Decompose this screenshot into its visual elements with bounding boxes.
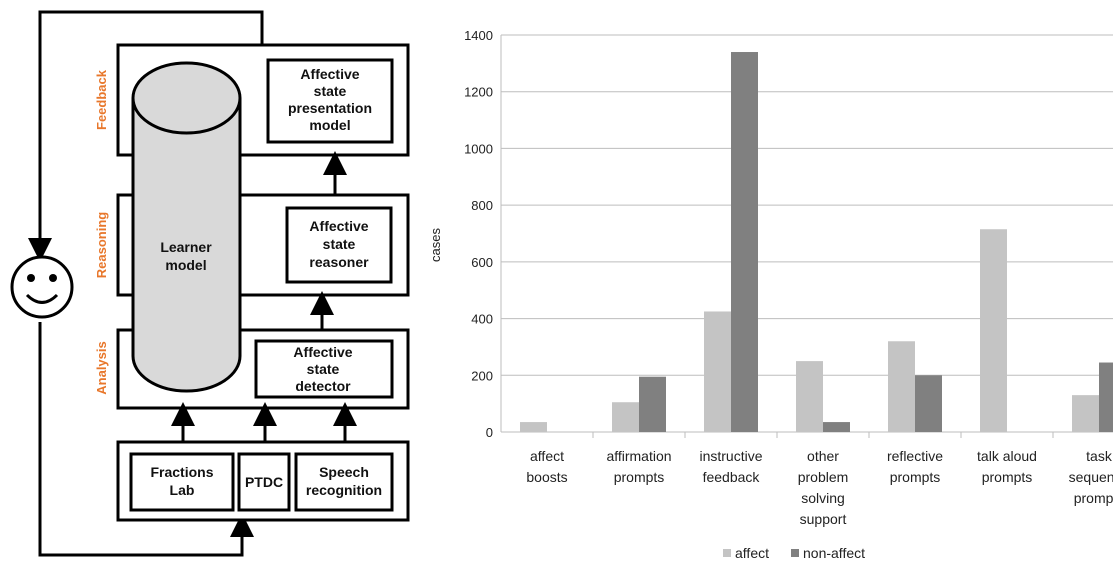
presentation-model-label-1: Affective — [300, 66, 359, 82]
detector-label-1: Affective — [293, 344, 352, 360]
x-category-label: problem — [798, 469, 849, 485]
y-tick-label: 0 — [486, 425, 493, 440]
legend-label-non-affect: non-affect — [803, 545, 865, 561]
x-category-label: prompts — [982, 469, 1033, 485]
speech-label-2: recognition — [306, 482, 382, 498]
x-category-label: instructive — [699, 448, 762, 464]
y-tick-label: 400 — [471, 312, 493, 327]
x-category-label: boosts — [526, 469, 567, 485]
bar-affect — [888, 341, 915, 432]
presentation-model-box — [266, 58, 394, 144]
chart-legend: affect non-affect — [723, 545, 865, 561]
bar-non-affect — [823, 422, 850, 432]
presentation-model-label-2: state — [314, 83, 347, 99]
bar-affect — [1072, 395, 1099, 432]
y-tick-label: 1200 — [464, 85, 493, 100]
bar-non-affect — [915, 375, 942, 432]
ptdc-label: PTDC — [245, 474, 283, 490]
analysis-layer-label: Analysis — [94, 341, 109, 394]
detector-label-3: detector — [295, 378, 351, 394]
y-tick-label: 600 — [471, 255, 493, 270]
x-category-label: talk aloud — [977, 448, 1037, 464]
x-category-label: affect — [530, 448, 564, 464]
bar-affect — [704, 311, 731, 432]
detector-label-2: state — [307, 361, 340, 377]
chart-bars — [520, 52, 1113, 433]
y-axis-label: cases — [428, 228, 443, 262]
y-tick-label: 800 — [471, 198, 493, 213]
feedback-layer-label: Feedback — [94, 69, 109, 130]
architecture-diagram: Feedback Reasoning Analysis Learner mode… — [10, 10, 410, 557]
y-tick-labels: 0 200 400 600 800 1000 1200 1400 — [464, 28, 493, 440]
ptdc-box — [237, 452, 291, 512]
speech-recognition-box — [294, 452, 394, 512]
reasoner-box — [285, 206, 393, 284]
reasoning-layer-label: Reasoning — [94, 212, 109, 279]
bar-chart: 0 200 400 600 800 1000 1200 1400 cases affect bo… — [428, 28, 1113, 561]
y-tick-label: 200 — [471, 368, 493, 383]
learner-model-label: Learner — [160, 239, 212, 255]
presentation-model-label-3: presentation — [288, 100, 372, 116]
x-category-label: reflective — [887, 448, 943, 464]
fractions-lab-box — [129, 452, 235, 512]
legend-label-affect: affect — [735, 545, 769, 561]
legend-swatch-non-affect — [791, 549, 799, 557]
fractions-lab-label-2: Lab — [170, 482, 195, 498]
presentation-model-label-4: model — [309, 117, 350, 133]
reasoner-label-3: reasoner — [309, 254, 369, 270]
x-category-label: other — [807, 448, 839, 464]
x-category-label: prompts — [1074, 490, 1113, 506]
bar-non-affect — [1099, 362, 1113, 432]
chart-grid — [500, 34, 1113, 438]
bar-affect — [980, 229, 1007, 432]
x-category-label: prompts — [614, 469, 665, 485]
learner-model-label-2: model — [165, 257, 206, 273]
fractions-lab-label-1: Fractions — [150, 464, 213, 480]
smiley-icon — [10, 255, 74, 319]
y-tick-label: 1400 — [464, 28, 493, 43]
x-category-labels: affect boosts affirmation prompts instructiv… — [526, 448, 1113, 527]
bar-non-affect — [731, 52, 758, 433]
bar-affect — [612, 402, 639, 432]
x-category-label: prompts — [890, 469, 941, 485]
feedback-loop-line — [28, 10, 264, 262]
x-category-label: feedback — [703, 469, 761, 485]
bar-affect — [520, 422, 547, 432]
legend-swatch-affect — [723, 549, 731, 557]
input-loop-line — [38, 322, 254, 557]
reasoner-label-1: Affective — [309, 218, 368, 234]
x-category-label: affirmation — [606, 448, 671, 464]
bar-non-affect — [639, 376, 666, 432]
bar-affect — [796, 361, 823, 432]
detector-box — [254, 339, 394, 399]
y-tick-label: 1000 — [464, 141, 493, 156]
x-category-label: support — [800, 511, 847, 527]
x-category-label: solving — [801, 490, 845, 506]
learner-model-cylinder — [131, 61, 242, 393]
x-category-label: sequence — [1069, 469, 1113, 485]
speech-label-1: Speech — [319, 464, 369, 480]
reasoner-label-2: state — [323, 236, 356, 252]
x-category-label: task — [1086, 448, 1113, 464]
